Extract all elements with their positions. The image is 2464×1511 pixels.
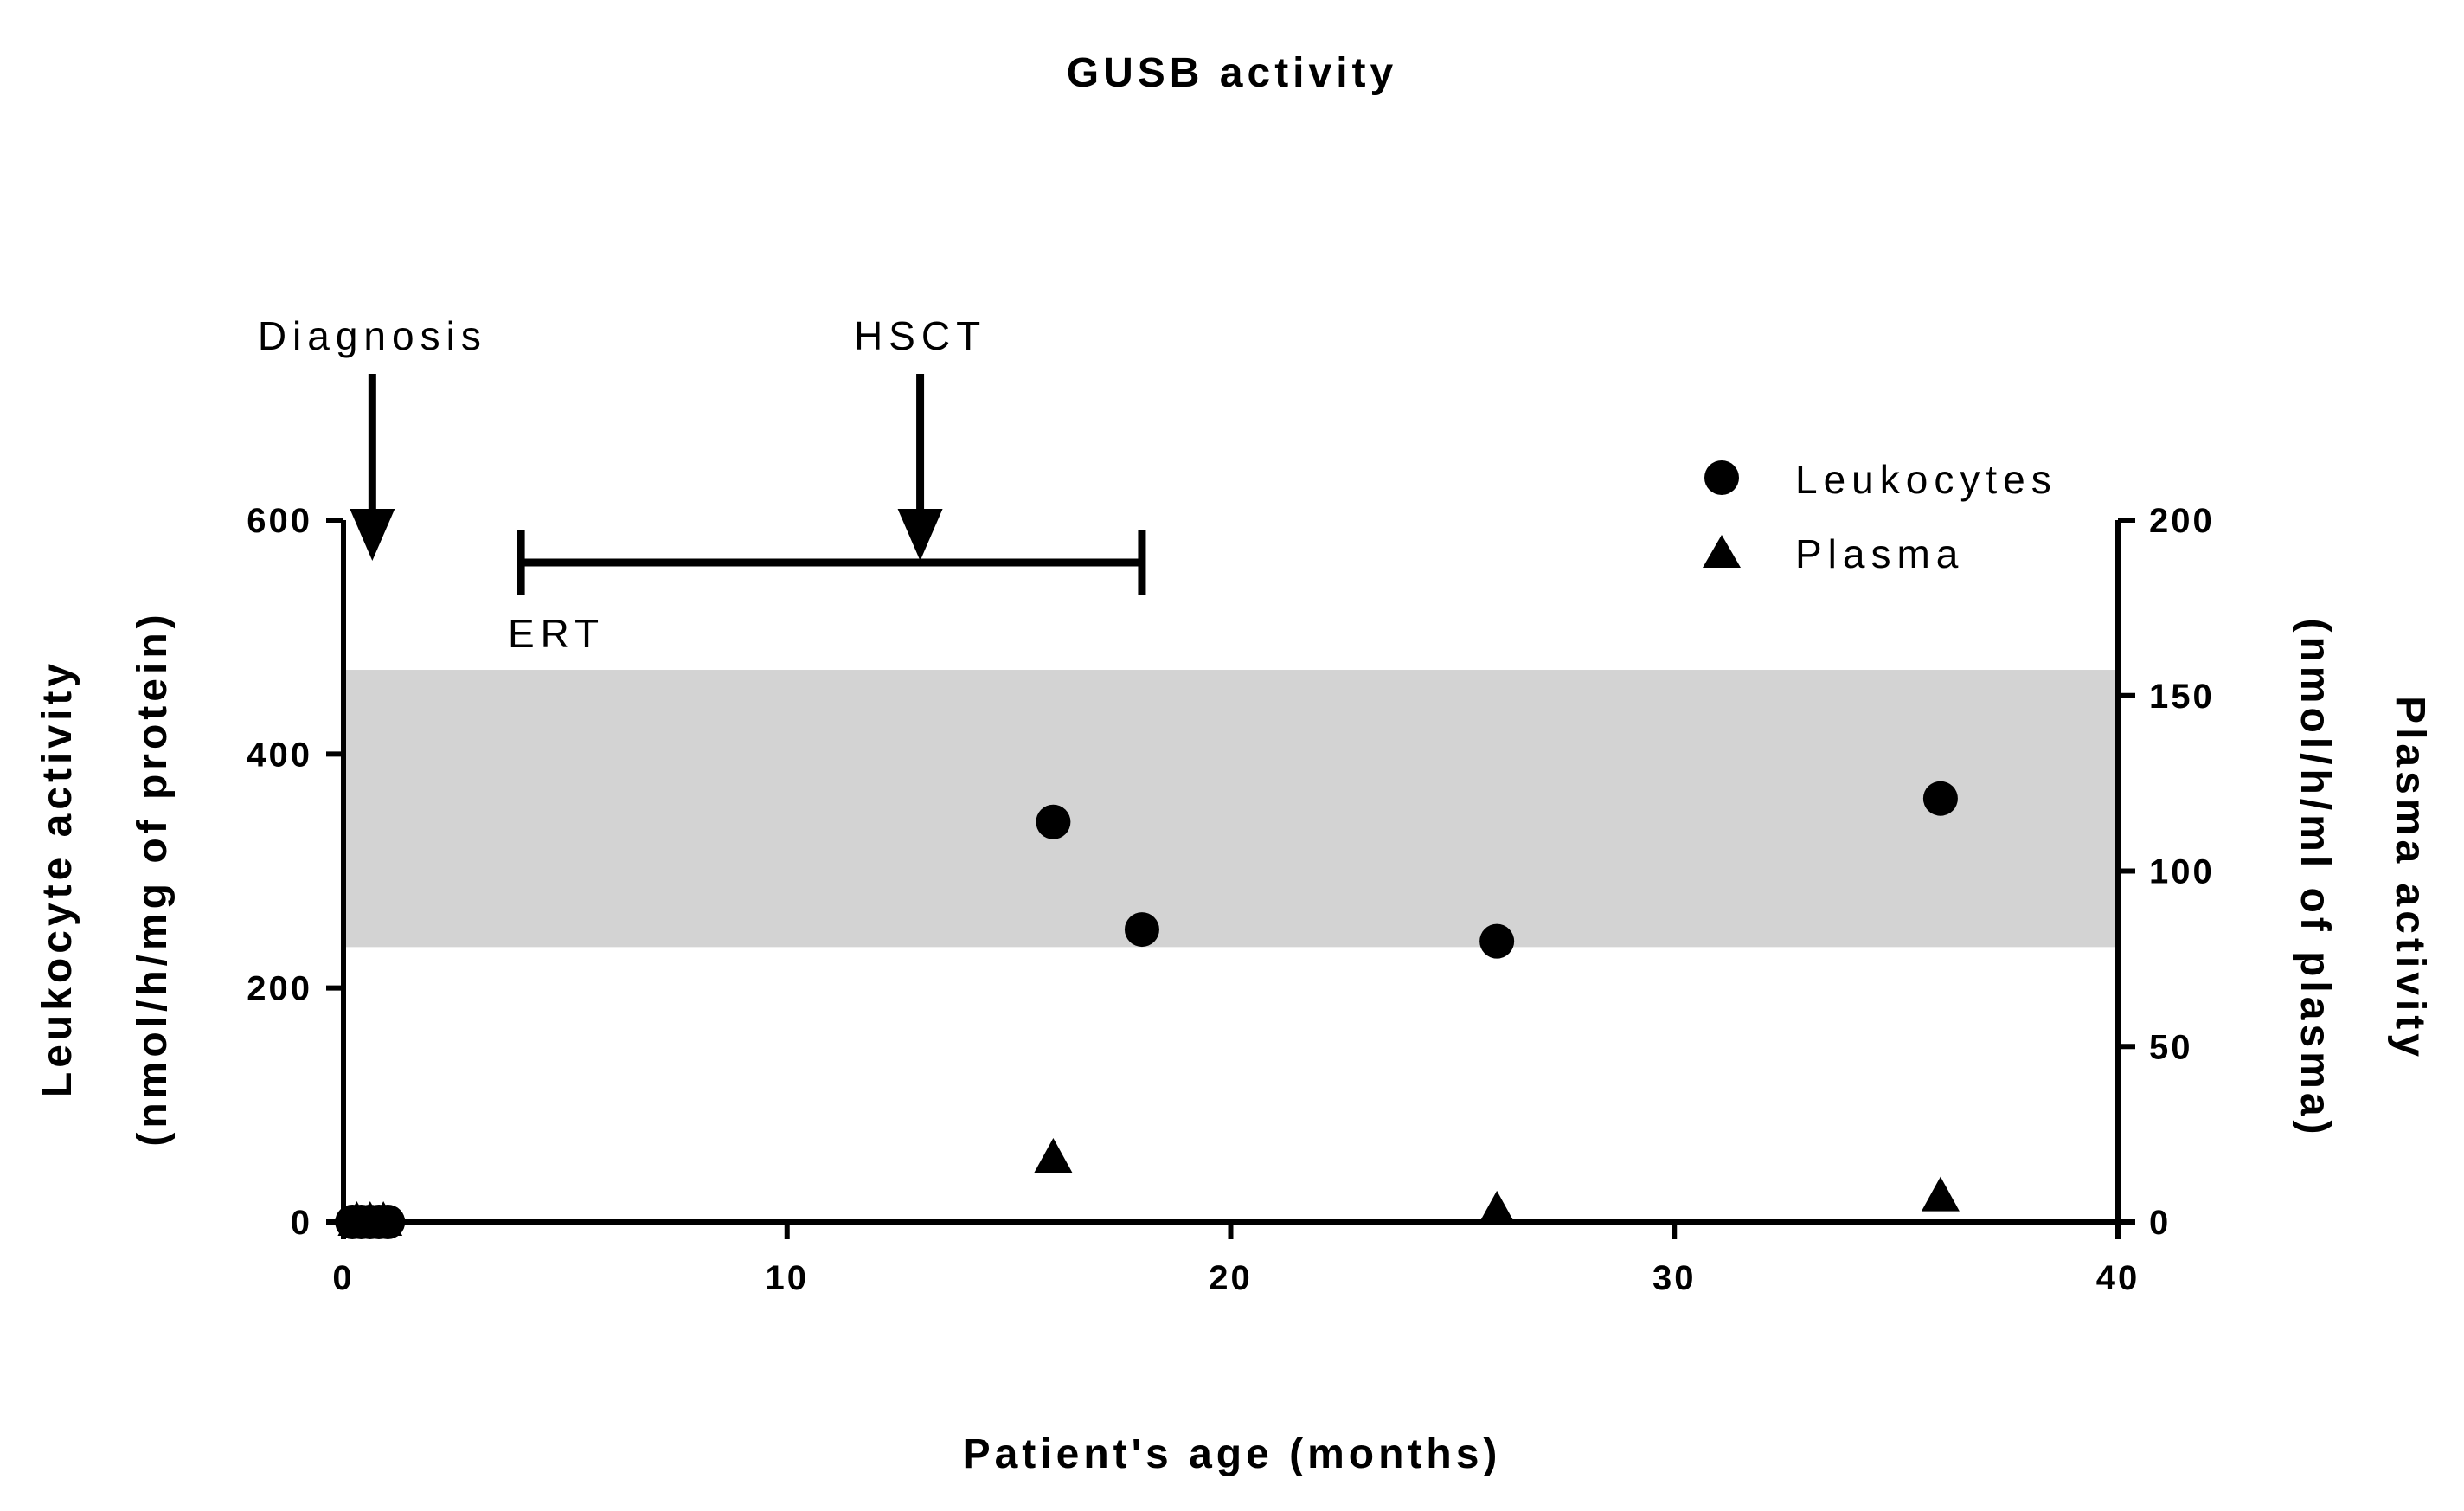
right-y-tick-label: 100 (2149, 853, 2215, 891)
annotations: Diagnosis HSCT ERT (258, 313, 1146, 656)
legend-triangle-marker (1703, 535, 1741, 568)
right-y-axis-title-line1: Plasma activity (2387, 696, 2433, 1061)
left-y-tick-label: 0 (291, 1204, 312, 1242)
left-y-tick-label: 400 (247, 736, 312, 774)
legend: Leukocytes Plasma (1703, 457, 2057, 576)
x-axis-ticks: 0 10 20 30 40 (332, 1222, 2140, 1297)
reference-range-band (343, 670, 2118, 948)
right-y-tick-label: 150 (2149, 678, 2215, 716)
left-y-axis-ticks: 0 200 400 600 (247, 502, 343, 1242)
x-axis-title: Patient's age (months) (963, 1431, 1502, 1477)
x-tick-label: 10 (766, 1259, 810, 1297)
legend-circle-marker (1704, 460, 1739, 495)
leukocytes-point (1124, 912, 1159, 948)
x-tick-label: 30 (1652, 1259, 1697, 1297)
right-y-tick-label: 0 (2149, 1204, 2171, 1242)
plasma-point (1921, 1176, 1960, 1212)
left-y-tick-label: 200 (247, 970, 312, 1008)
leukocytes-point (1479, 923, 1515, 959)
leukocytes-point (1036, 804, 1071, 839)
diagnosis-arrow-icon (350, 509, 395, 561)
right-y-tick-label: 50 (2149, 1028, 2193, 1066)
right-y-axis-ticks: 0 50 100 150 200 (2118, 502, 2215, 1242)
chart-title: GUSB activity (1067, 50, 1397, 96)
plasma-point (1478, 1190, 1517, 1225)
legend-label-leukocytes: Leukocytes (1795, 457, 2057, 502)
plasma-point (1034, 1138, 1073, 1173)
legend-label-plasma: Plasma (1795, 531, 1964, 576)
left-y-tick-label: 600 (247, 502, 312, 540)
left-y-axis-title-line1: Leukocyte activity (35, 659, 80, 1097)
plasma-point (364, 1201, 403, 1236)
x-tick-label: 20 (1209, 1259, 1253, 1297)
ert-label: ERT (508, 611, 605, 656)
data-points (335, 781, 1960, 1239)
x-tick-label: 0 (332, 1259, 354, 1297)
diagnosis-label: Diagnosis (258, 313, 487, 358)
x-tick-label: 40 (2096, 1259, 2140, 1297)
right-y-tick-label: 200 (2149, 502, 2215, 540)
right-y-axis-title-line2: (nmol/h/ml of plasma) (2292, 618, 2338, 1138)
left-y-axis-title-line2: (nmol/h/mg of protein) (130, 610, 176, 1146)
leukocytes-point (1922, 781, 1958, 816)
hsct-arrow-icon (897, 509, 943, 561)
hsct-label: HSCT (854, 313, 986, 358)
